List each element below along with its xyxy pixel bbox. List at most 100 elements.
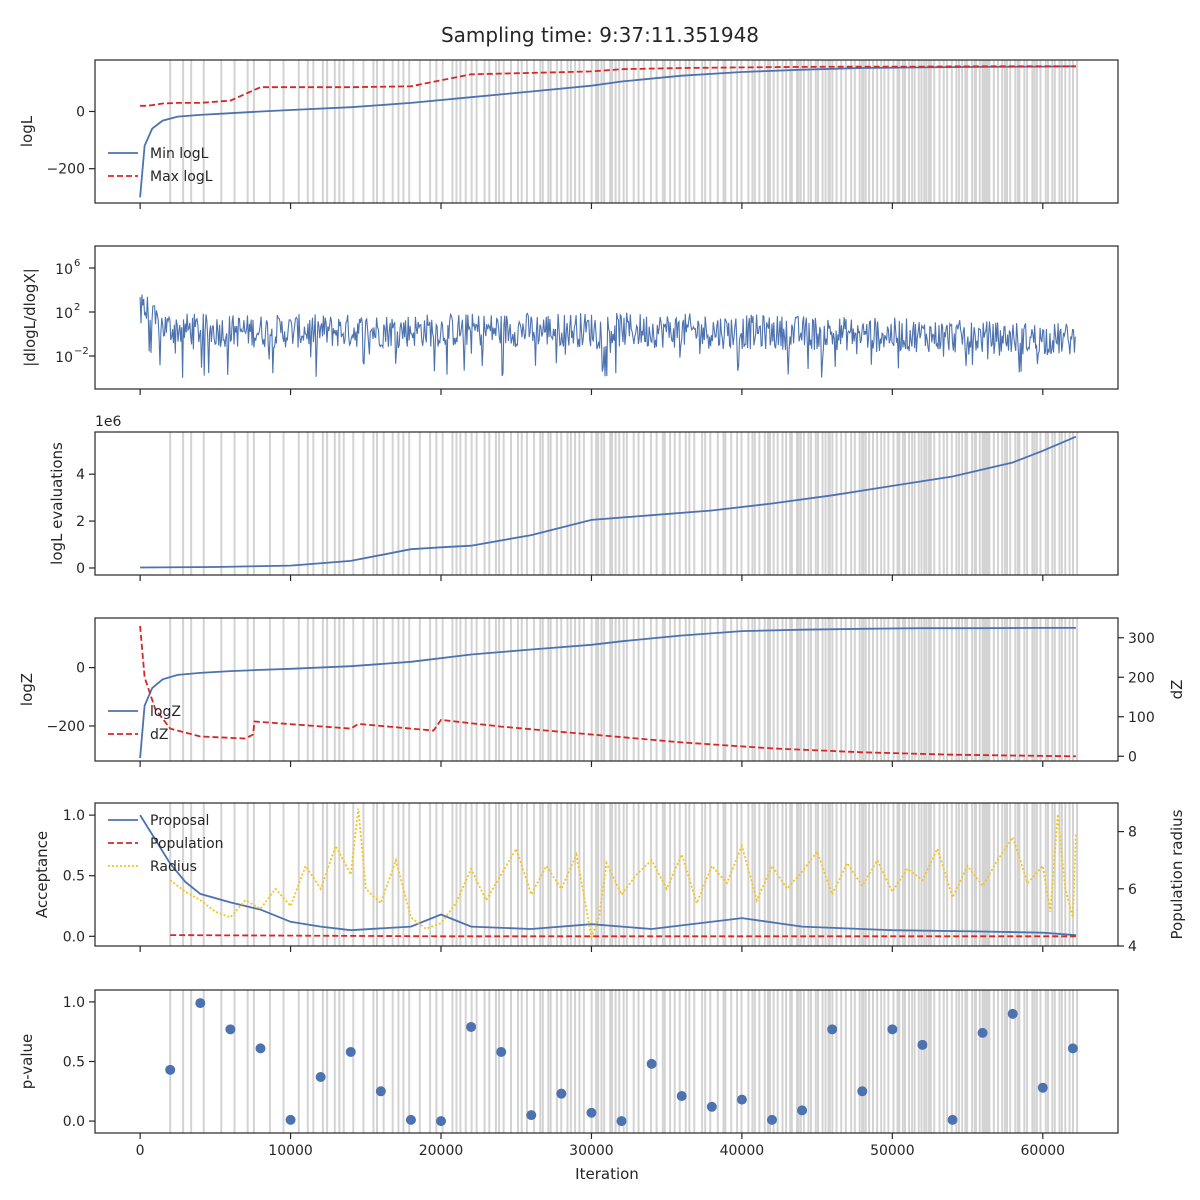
y-right-tick-label: 100 (1128, 710, 1155, 726)
y-tick-label: 10 (55, 350, 73, 366)
series-line-proposal (139, 814, 1076, 936)
y-tick-exponent: −2 (74, 346, 89, 357)
y-tick-label: 10 (55, 306, 73, 322)
y-right-tick-label: 200 (1128, 670, 1155, 686)
y-tick-label: 1.0 (63, 808, 85, 824)
series-line-dz (139, 625, 1076, 758)
panel-5: 0.0 0.5 1.0 4 6 8 Population radius Acceptance P… (33, 802, 1186, 955)
axes-frame (94, 245, 1119, 390)
y-right-tick-label: 8 (1128, 825, 1137, 841)
y-right-tick-label: 4 (1128, 939, 1137, 955)
panel-6: 0 10000 20000 30000 40000 50000 60000 0.0 0.5 1.0… (18, 989, 1119, 1159)
x-axis-label: Iteration (575, 1165, 639, 1183)
y-axis-label: p-value (18, 1034, 36, 1090)
scatter-point (225, 1024, 236, 1035)
y-tick-label: 0.5 (63, 869, 85, 885)
scatter-point (1007, 1008, 1018, 1019)
scatter-point (436, 1116, 447, 1127)
y-tick-label: 2 (76, 514, 85, 530)
plot-area (165, 990, 1079, 1133)
scatter-point (345, 1046, 356, 1057)
panel-3: 0 2 4 logL evaluations 1e6 (48, 414, 1119, 581)
scatter-point (676, 1091, 687, 1102)
scatter-point (375, 1086, 386, 1097)
scatter-point (405, 1114, 416, 1125)
y-right-tick-label: 300 (1128, 631, 1155, 647)
scatter-point (1067, 1043, 1078, 1054)
scatter-point (766, 1114, 777, 1125)
y-tick-label: 1.0 (63, 995, 85, 1011)
x-tick-label: 0 (136, 1143, 145, 1159)
panel-2: 10 −210 210 6|dlogL/dlogX| (21, 245, 1119, 395)
axes-frame (94, 431, 1119, 576)
legend-label: Radius (150, 859, 197, 875)
x-tick-label: 60000 (1021, 1143, 1066, 1159)
x-tick-label: 10000 (268, 1143, 313, 1159)
scatter-point (556, 1088, 567, 1099)
scatter-point (977, 1027, 988, 1038)
scatter-point (797, 1105, 808, 1116)
panel-4: −200 0 0 100 200 300 dZ logZ logZ dZ (18, 617, 1186, 767)
y-axis-label: Acceptance (33, 831, 51, 918)
axes-frame (94, 802, 1119, 947)
plot-area (139, 618, 1079, 761)
scatter-point (315, 1071, 326, 1082)
series-line-s0 (140, 435, 1077, 569)
y-tick-label: 0.5 (63, 1055, 85, 1071)
plot-area (139, 803, 1079, 946)
y-right-axis-label: dZ (1168, 680, 1186, 700)
y-right-tick-label: 0 (1128, 749, 1137, 765)
y-offset-label: 1e6 (95, 414, 122, 430)
y-axis-label: |dlogL/dlogX| (21, 268, 39, 367)
scatter-point (646, 1058, 657, 1069)
scatter-point (285, 1114, 296, 1125)
scatter-point (887, 1024, 898, 1035)
x-tick-label: 50000 (870, 1143, 915, 1159)
legend-label: Proposal (150, 813, 209, 829)
scatter-point (526, 1110, 537, 1121)
y-right-axis-label: Population radius (1168, 809, 1186, 939)
y-axis-label: logZ (18, 673, 36, 706)
y-tick-label: 0 (76, 561, 85, 577)
y-tick-label: 10 (55, 262, 73, 278)
y-tick-label: 0.0 (63, 1114, 85, 1130)
legend: Min logL Max logL (108, 146, 213, 185)
legend-label: dZ (150, 727, 168, 743)
scatter-point (466, 1021, 477, 1032)
y-tick-label: 0 (76, 104, 85, 120)
scatter-point (947, 1114, 958, 1125)
series-line-logz (139, 627, 1076, 759)
legend-label: logZ (150, 704, 181, 720)
legend-label: Min logL (150, 146, 209, 162)
axes-frame (94, 59, 1119, 204)
legend-label: Max logL (150, 169, 213, 185)
scatter-point (706, 1101, 717, 1112)
series-line-max-logl (140, 65, 1076, 107)
y-tick-label: −200 (47, 719, 85, 735)
scatter-point (586, 1107, 597, 1118)
plot-area (139, 60, 1079, 203)
legend: logZ dZ (108, 704, 181, 743)
plot-area (140, 432, 1079, 575)
series-line-min-logl (139, 65, 1076, 198)
series-line-radius (169, 808, 1077, 941)
scatter-point (496, 1046, 507, 1057)
plot-area (139, 294, 1076, 378)
y-axis-label: logL (18, 115, 36, 147)
legend-label: Population (150, 836, 224, 852)
x-tick-label: 30000 (569, 1143, 614, 1159)
y-axis-label: logL evaluations (48, 442, 66, 565)
scatter-point (827, 1024, 838, 1035)
scatter-point (917, 1039, 928, 1050)
scatter-point (616, 1116, 627, 1127)
scatter-point (736, 1094, 747, 1105)
x-tick-label: 40000 (720, 1143, 765, 1159)
panel-1: −200 0 logL Min logL Max logL (18, 59, 1119, 209)
series-line-dlogL (139, 294, 1076, 378)
figure-title: Sampling time: 9:37:11.351948 (441, 23, 759, 47)
scatter-point (165, 1064, 176, 1075)
legend: Proposal Population Radius (108, 813, 224, 875)
series-line-population (170, 934, 1076, 938)
